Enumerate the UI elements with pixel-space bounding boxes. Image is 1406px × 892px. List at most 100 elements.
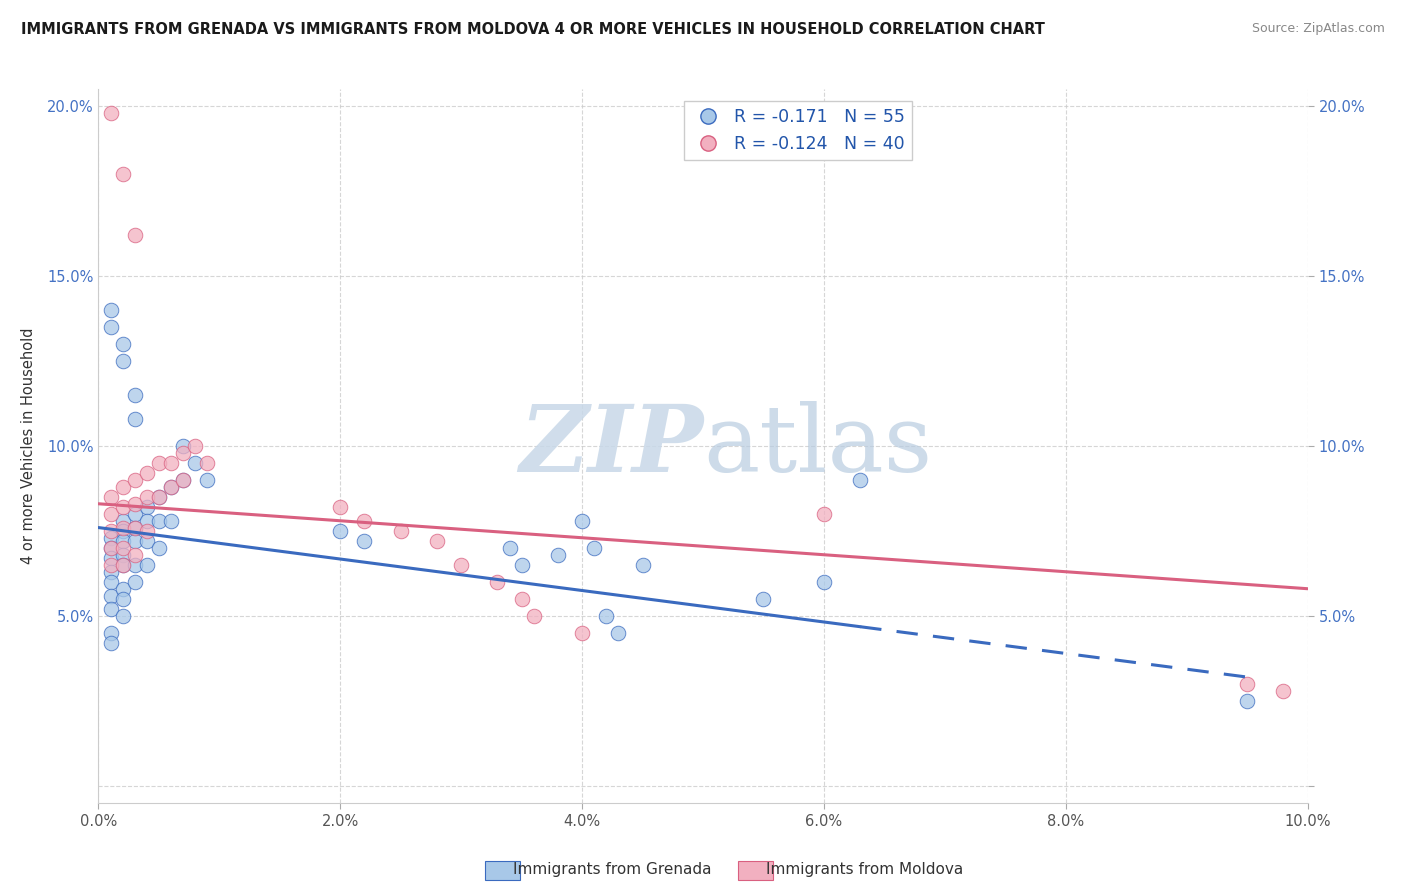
Point xyxy=(111,354,134,368)
Point xyxy=(510,591,533,606)
Point xyxy=(111,558,134,572)
Point xyxy=(100,589,122,603)
Point xyxy=(124,520,146,534)
Point xyxy=(160,480,183,494)
Point xyxy=(595,608,617,623)
Point xyxy=(111,548,134,562)
Point xyxy=(583,541,606,555)
Point xyxy=(124,412,146,426)
Point xyxy=(111,520,134,534)
Point xyxy=(135,466,157,480)
Text: atlas: atlas xyxy=(703,401,932,491)
Point xyxy=(111,167,134,181)
Point xyxy=(160,456,183,470)
Point xyxy=(426,534,449,549)
Point xyxy=(100,541,122,555)
Point xyxy=(111,500,134,515)
Point xyxy=(631,558,654,572)
Point xyxy=(100,541,122,555)
Point xyxy=(329,524,352,538)
Point xyxy=(1272,683,1295,698)
Point xyxy=(135,514,157,528)
Point xyxy=(100,320,122,334)
Point xyxy=(752,591,775,606)
Point xyxy=(510,558,533,572)
Point xyxy=(124,473,146,487)
Point xyxy=(353,514,375,528)
Point xyxy=(100,626,122,640)
Point xyxy=(1236,694,1258,708)
Point xyxy=(184,439,207,453)
Point xyxy=(124,228,146,243)
Point xyxy=(111,558,134,572)
Point xyxy=(813,574,835,589)
Point xyxy=(135,490,157,504)
Point xyxy=(148,490,170,504)
Point xyxy=(329,500,352,515)
Point xyxy=(571,514,593,528)
Point xyxy=(100,574,122,589)
Point xyxy=(111,591,134,606)
Point xyxy=(135,524,157,538)
Text: IMMIGRANTS FROM GRENADA VS IMMIGRANTS FROM MOLDOVA 4 OR MORE VEHICLES IN HOUSEHO: IMMIGRANTS FROM GRENADA VS IMMIGRANTS FR… xyxy=(21,22,1045,37)
Point xyxy=(389,524,412,538)
Point xyxy=(100,551,122,566)
Text: Immigrants from Moldova: Immigrants from Moldova xyxy=(766,863,963,877)
Point xyxy=(111,337,134,351)
Point xyxy=(813,507,835,521)
Point xyxy=(100,524,122,538)
Point xyxy=(450,558,472,572)
Text: ZIP: ZIP xyxy=(519,401,703,491)
Point xyxy=(135,500,157,515)
Point xyxy=(111,582,134,596)
Point xyxy=(100,490,122,504)
Point xyxy=(124,388,146,402)
Point xyxy=(353,534,375,549)
Point xyxy=(523,608,546,623)
Point xyxy=(160,480,183,494)
Point xyxy=(100,531,122,545)
Point xyxy=(111,480,134,494)
Point xyxy=(547,548,569,562)
Point xyxy=(184,456,207,470)
Point xyxy=(111,524,134,538)
Text: Immigrants from Grenada: Immigrants from Grenada xyxy=(513,863,711,877)
Point xyxy=(135,534,157,549)
Point xyxy=(111,608,134,623)
Point xyxy=(100,106,122,120)
Point xyxy=(100,303,122,318)
Point xyxy=(172,473,194,487)
Point xyxy=(849,473,872,487)
Point xyxy=(100,602,122,616)
Point xyxy=(160,514,183,528)
Point xyxy=(111,534,134,549)
Point xyxy=(195,456,218,470)
Y-axis label: 4 or more Vehicles in Household: 4 or more Vehicles in Household xyxy=(21,327,35,565)
Point xyxy=(124,520,146,534)
Point xyxy=(111,541,134,555)
Point xyxy=(486,574,509,589)
Point xyxy=(135,558,157,572)
Legend: R = -0.171   N = 55, R = -0.124   N = 40: R = -0.171 N = 55, R = -0.124 N = 40 xyxy=(683,102,912,160)
Point xyxy=(1236,677,1258,691)
Point xyxy=(111,514,134,528)
Point xyxy=(498,541,520,555)
Point xyxy=(124,558,146,572)
Point xyxy=(607,626,630,640)
Point xyxy=(172,473,194,487)
Point xyxy=(124,534,146,549)
Point xyxy=(100,507,122,521)
Point xyxy=(100,558,122,572)
Text: Source: ZipAtlas.com: Source: ZipAtlas.com xyxy=(1251,22,1385,36)
Point xyxy=(124,548,146,562)
Point xyxy=(195,473,218,487)
Point xyxy=(172,446,194,460)
Point xyxy=(124,574,146,589)
Point xyxy=(571,626,593,640)
Point xyxy=(148,456,170,470)
Point xyxy=(172,439,194,453)
Point xyxy=(100,565,122,579)
Point xyxy=(148,490,170,504)
Point xyxy=(148,541,170,555)
Point xyxy=(100,636,122,650)
